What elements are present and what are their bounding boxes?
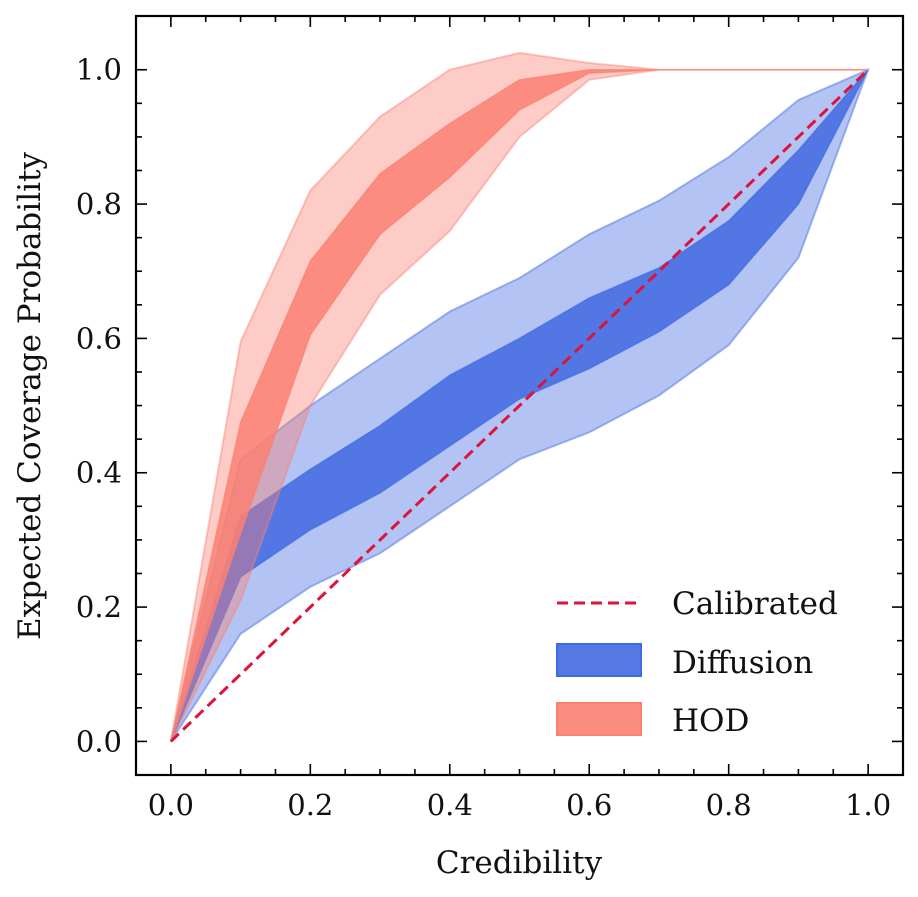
x-tick-label: 0.4: [427, 788, 473, 822]
x-tick-label: 0.0: [148, 788, 194, 822]
x-tick-label: 0.8: [706, 788, 752, 822]
y-tick-label: 0.2: [76, 590, 122, 624]
legend-calibrated-label: Calibrated: [672, 586, 838, 622]
x-tick-label: 0.2: [287, 788, 333, 822]
hod-inner-band: [170, 68, 869, 742]
x-axis-label: Credibility: [436, 845, 603, 881]
x-tick-label: 0.6: [566, 788, 612, 822]
x-tick-label: 1.0: [845, 788, 891, 822]
legend-hod-swatch: [556, 702, 642, 736]
legend-diffusion-label: Diffusion: [672, 645, 813, 681]
y-tick-label: 0.0: [76, 724, 122, 758]
y-tick-label: 0.6: [76, 321, 122, 355]
legend-hod-label: HOD: [672, 703, 749, 739]
calibrated-line: [169, 68, 870, 743]
line-layer: [169, 68, 870, 743]
y-tick-label: 1.0: [76, 53, 122, 87]
legend: Calibrated Diffusion HOD: [556, 586, 838, 739]
y-tick-label: 0.4: [76, 456, 122, 490]
y-tick-label: 0.8: [76, 187, 122, 221]
legend-diffusion-swatch: [556, 643, 642, 677]
y-axis-label: Expected Coverage Probability: [12, 152, 48, 640]
plot-frame: [134, 14, 905, 777]
